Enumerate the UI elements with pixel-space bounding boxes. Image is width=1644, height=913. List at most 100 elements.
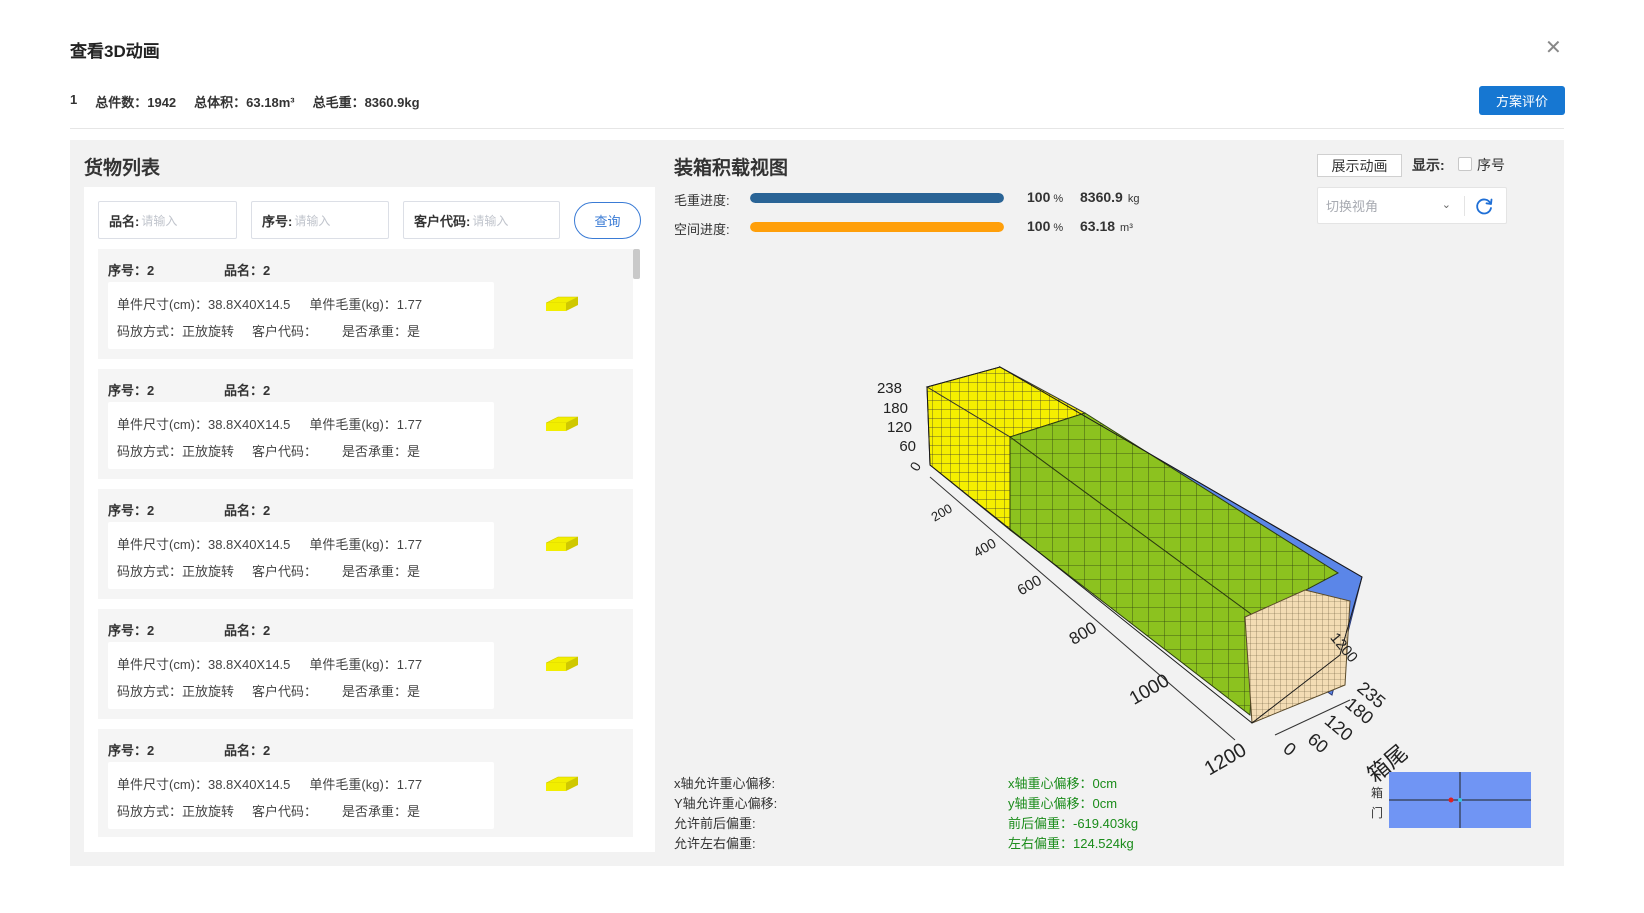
space-progress-label: 空间进度:: [674, 222, 730, 237]
length-axis-line: [929, 476, 1236, 741]
item-detail-card: 单件尺寸(cm)：38.8X40X14.5 单件毛重(kg)：1.77 码放方式：正…: [108, 762, 494, 829]
item-row-placement: 码放方式：正放旋转 客户代码： 是否承重：是: [117, 801, 420, 820]
item-bearing: 是否承重：是: [342, 804, 421, 819]
item-row-size-weight: 单件尺寸(cm)：38.8X40X14.5 单件毛重(kg)：1.77: [117, 774, 422, 793]
item-name: 品名：2: [224, 503, 271, 518]
evaluate-button[interactable]: 方案评价: [1479, 86, 1565, 115]
close-icon[interactable]: ✕: [1545, 37, 1562, 59]
height-tick: 0: [906, 459, 924, 474]
seq-filter-placeholder: 请输入: [294, 213, 331, 228]
item-placement: 码放方式：正放旋转: [117, 684, 235, 699]
item-size: 单件尺寸(cm)：38.8X40X14.5: [117, 417, 291, 432]
item-weight: 单件毛重(kg)：1.77: [309, 537, 423, 552]
space-progress: 空间进度: 100% 63.18 m³: [674, 218, 1133, 238]
length-tick: 400: [971, 535, 999, 561]
item-detail-card: 单件尺寸(cm)：38.8X40X14.5 单件毛重(kg)：1.77 码放方式：正…: [108, 642, 494, 709]
item-row-size-weight: 单件尺寸(cm)：38.8X40X14.5 单件毛重(kg)：1.77: [117, 294, 422, 313]
item-customer-code: 客户代码：: [252, 444, 318, 459]
cargo-box-side: [566, 297, 578, 311]
metric-label: 允许左右偏重:: [674, 836, 756, 851]
refresh-icon[interactable]: [1473, 195, 1495, 217]
width-axis-line: [1274, 699, 1351, 736]
item-row-placement: 码放方式：正放旋转 客户代码： 是否承重：是: [117, 681, 420, 700]
item-name: 品名：2: [224, 383, 271, 398]
summary-total-weight: 总毛重：8360.9kg: [312, 95, 420, 110]
height-tick: 238: [877, 380, 902, 397]
item-bearing: 是否承重：是: [342, 324, 421, 339]
center-of-gravity-minimap: 箱 门: [1371, 772, 1531, 828]
cargo-box-icon: [545, 656, 579, 671]
cargo-list-panel: 品名: 请输入 序号: 请输入 客户代码: 请输入 查询 序号：2 品名：2 单件尺…: [84, 187, 655, 852]
container-3d-scene[interactable]: 238 180 120 60 0 200 400 600 800 1000 12…: [860, 355, 1420, 785]
cargo-box-icon: [545, 536, 579, 551]
cargo-list-item[interactable]: 序号：2 品名：2 单件尺寸(cm)：38.8X40X14.5 单件毛重(kg)：1.…: [98, 369, 633, 479]
item-row-placement: 码放方式：正放旋转 客户代码： 是否承重：是: [117, 561, 420, 580]
cargo-box-front: [546, 423, 566, 431]
name-filter-field[interactable]: 品名: 请输入: [98, 201, 237, 239]
metric-value: x轴重心偏移：0cm: [1008, 776, 1118, 791]
item-size: 单件尺寸(cm)：38.8X40X14.5: [117, 297, 291, 312]
metric-value: y轴重心偏移：0cm: [1008, 796, 1118, 811]
item-customer-code: 客户代码：: [252, 324, 318, 339]
cargo-list: 序号：2 品名：2 单件尺寸(cm)：38.8X40X14.5 单件毛重(kg)：1.…: [98, 249, 633, 837]
item-placement: 码放方式：正放旋转: [117, 444, 235, 459]
length-tick: 200: [929, 501, 955, 525]
item-placement: 码放方式：正放旋转: [117, 564, 235, 579]
cargo-box-front: [546, 543, 566, 551]
item-seq: 序号：2: [108, 743, 155, 758]
seq-checkbox[interactable]: [1458, 157, 1472, 171]
space-progress-fill: [750, 222, 1004, 232]
metric-value: 前后偏重：-619.403kg: [1008, 816, 1139, 831]
list-scrollbar[interactable]: [633, 249, 640, 279]
metric-label: Y轴允许重心偏移:: [674, 796, 778, 811]
item-detail-card: 单件尺寸(cm)：38.8X40X14.5 单件毛重(kg)：1.77 码放方式：正…: [108, 522, 494, 589]
cargo-box-icon: [545, 416, 579, 431]
view-control-group: 切换视角 ⌄: [1317, 187, 1507, 224]
space-progress-value: 63.18 m³: [1080, 218, 1133, 234]
seq-filter-label: 序号:: [262, 213, 293, 229]
item-seq: 序号：2: [108, 263, 155, 278]
cargo-list-item[interactable]: 序号：2 品名：2 单件尺寸(cm)：38.8X40X14.5 单件毛重(kg)：1.…: [98, 489, 633, 599]
item-weight: 单件毛重(kg)：1.77: [309, 657, 423, 672]
seq-checkbox-label: 序号: [1477, 157, 1505, 173]
dialog-title: 查看3D动画: [70, 42, 160, 61]
name-filter-label: 品名:: [109, 213, 140, 229]
item-row-placement: 码放方式：正放旋转 客户代码： 是否承重：是: [117, 321, 420, 340]
cargo-list-item[interactable]: 序号：2 品名：2 单件尺寸(cm)：38.8X40X14.5 单件毛重(kg)：1.…: [98, 609, 633, 719]
item-row-size-weight: 单件尺寸(cm)：38.8X40X14.5 单件毛重(kg)：1.77: [117, 414, 422, 433]
weight-progress-track: [750, 193, 1004, 203]
length-tick: 1000: [1126, 670, 1173, 709]
customer-code-filter-placeholder: 请输入: [472, 213, 509, 228]
length-tick: 600: [1015, 572, 1045, 599]
height-tick: 180: [883, 400, 908, 417]
view-angle-select[interactable]: 切换视角 ⌄: [1318, 188, 1463, 223]
metric-label: 允许前后偏重:: [674, 816, 756, 831]
item-customer-code: 客户代码：: [252, 684, 318, 699]
cargo-list-item[interactable]: 序号：2 品名：2 单件尺寸(cm)：38.8X40X14.5 单件毛重(kg)：1.…: [98, 729, 633, 837]
seq-filter-field[interactable]: 序号: 请输入: [251, 201, 389, 239]
show-animation-button[interactable]: 展示动画: [1317, 154, 1402, 177]
item-size: 单件尺寸(cm)：38.8X40X14.5: [117, 777, 291, 792]
item-bearing: 是否承重：是: [342, 444, 421, 459]
weight-progress-fill: [750, 193, 1004, 203]
view-angle-placeholder: 切换视角: [1326, 199, 1379, 214]
customer-code-filter-field[interactable]: 客户代码: 请输入: [403, 201, 560, 239]
item-seq: 序号：2: [108, 383, 155, 398]
weight-progress: 毛重进度: 100% 8360.9 kg: [674, 189, 1139, 209]
width-tick: 0: [1279, 738, 1300, 760]
item-seq: 序号：2: [108, 623, 155, 638]
minimap-door-label-bottom: 门: [1371, 805, 1383, 820]
item-row-size-weight: 单件尺寸(cm)：38.8X40X14.5 单件毛重(kg)：1.77: [117, 654, 422, 673]
search-button[interactable]: 查询: [574, 202, 641, 239]
cargo-box-side: [566, 777, 578, 791]
space-progress-track: [750, 222, 1004, 232]
cargo-list-item[interactable]: 序号：2 品名：2 单件尺寸(cm)：38.8X40X14.5 单件毛重(kg)：1.…: [98, 249, 633, 359]
cargo-block-main-side: [1009, 436, 1256, 716]
item-placement: 码放方式：正放旋转: [117, 324, 235, 339]
metric-label: x轴允许重心偏移:: [674, 776, 776, 791]
cargo-block-rear: [1244, 589, 1351, 724]
cargo-box-side: [566, 537, 578, 551]
item-size: 单件尺寸(cm)：38.8X40X14.5: [117, 537, 291, 552]
item-detail-card: 单件尺寸(cm)：38.8X40X14.5 单件毛重(kg)：1.77 码放方式：正…: [108, 402, 494, 469]
chevron-down-icon: ⌄: [1441, 199, 1451, 211]
